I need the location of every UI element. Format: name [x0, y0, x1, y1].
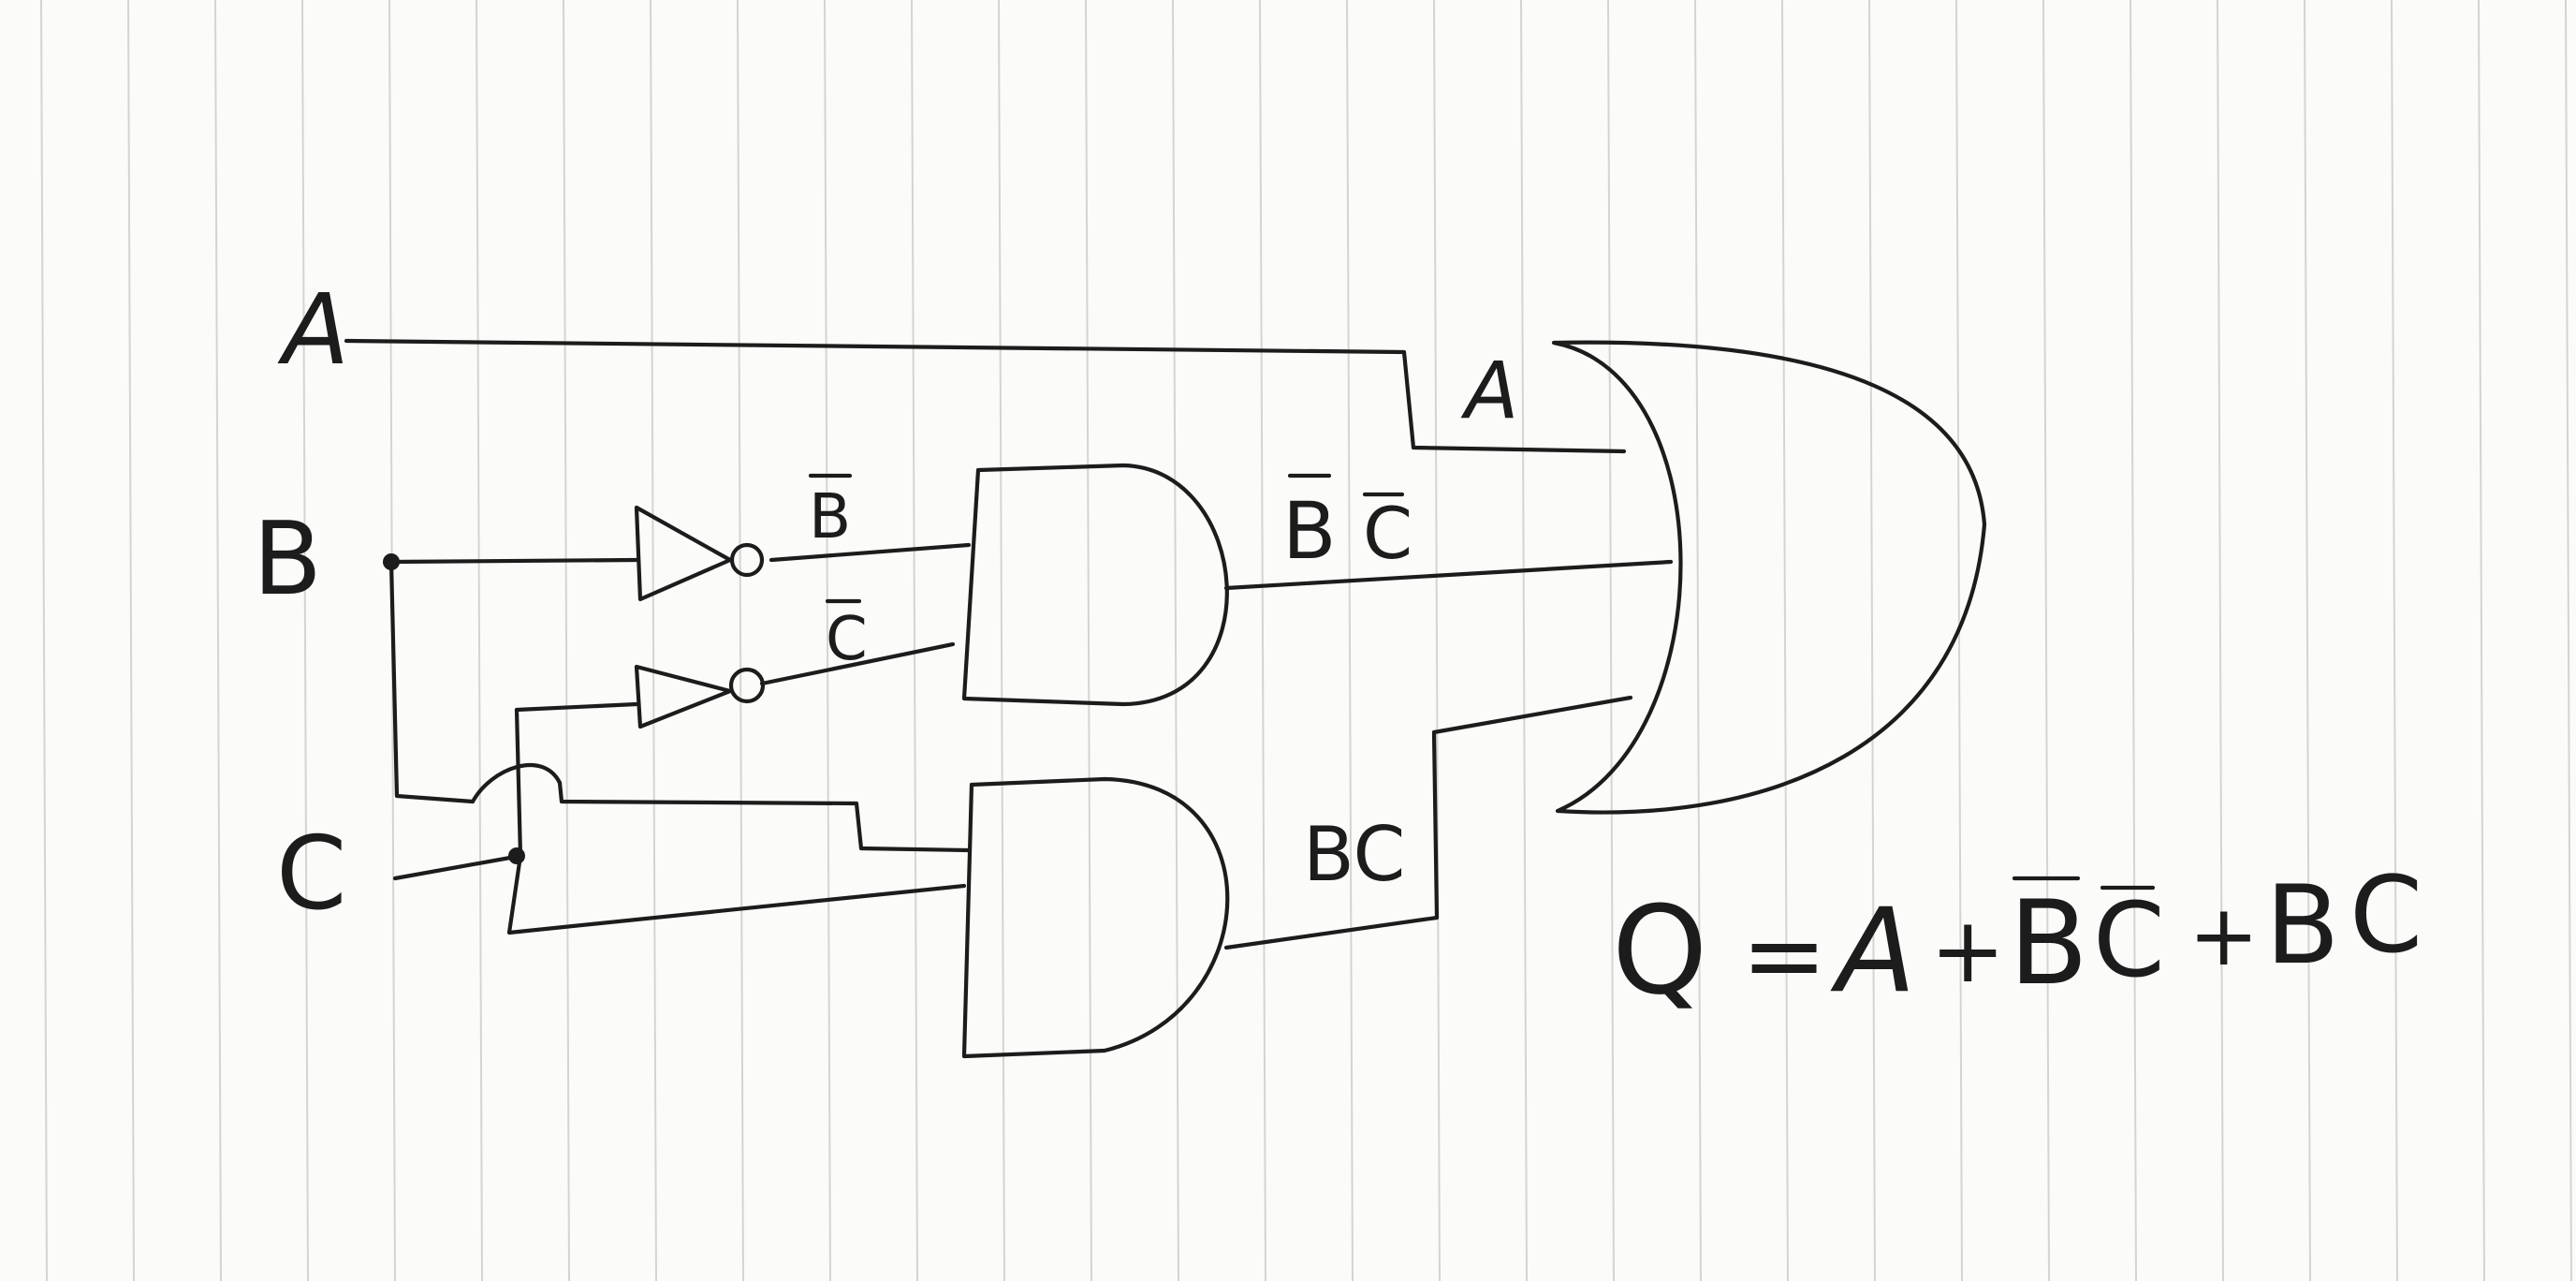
- ruled-line: [2130, 0, 2137, 1281]
- or-gate: [1551, 340, 1987, 815]
- ruled-line: [563, 0, 570, 1281]
- ruled-line: [2042, 0, 2050, 1281]
- wire-b-down-to-junction: [388, 559, 476, 804]
- wire-not-c-to-and1: [759, 641, 956, 686]
- ruled-line: [1433, 0, 1441, 1281]
- wire-not-b-to-and1: [768, 542, 972, 563]
- wire-c-up-to-not-c: [514, 701, 639, 859]
- ruled-line: [1346, 0, 1354, 1281]
- eq-equals: =: [1741, 895, 1827, 1015]
- not-gate-b: [634, 505, 765, 602]
- ruled-line: [1694, 0, 1702, 1281]
- input-labels: A B C: [253, 272, 349, 933]
- not-gate-c: [634, 664, 766, 729]
- and-gate-1: [961, 463, 1229, 707]
- ruled-line: [1781, 0, 1789, 1281]
- ruled-lines: [40, 0, 2572, 1281]
- eq-plus2: +: [2188, 887, 2259, 985]
- ruled-line: [301, 0, 309, 1281]
- gates: [634, 340, 1987, 1059]
- input-a-label: A: [277, 272, 349, 387]
- ruled-line: [1085, 0, 1092, 1281]
- ruled-line: [911, 0, 918, 1281]
- eq-plus1: +: [1930, 898, 2005, 1003]
- wires: [344, 338, 1674, 950]
- wire-and2-to-or: [1223, 695, 1633, 950]
- eq-c: C: [2349, 855, 2422, 977]
- ruled-line: [2217, 0, 2224, 1281]
- ruled-line: [998, 0, 1005, 1281]
- input-b-dot: [383, 553, 400, 570]
- ruled-line: [650, 0, 657, 1281]
- label-and1-c: C: [1363, 492, 1412, 575]
- ruled-line: [824, 0, 831, 1281]
- ruled-line: [40, 0, 48, 1281]
- eq-b: B: [2265, 862, 2340, 989]
- output-equation: Q = A + B C + B C: [1612, 855, 2422, 1022]
- ruled-line: [214, 0, 222, 1281]
- wire-c-input: [392, 853, 523, 881]
- ruled-line: [2391, 0, 2398, 1281]
- ruled-line: [476, 0, 483, 1281]
- junction-dots: [383, 553, 525, 864]
- ruled-line: [127, 0, 135, 1281]
- ruled-line: [1955, 0, 1963, 1281]
- label-a-to-or: A: [1460, 345, 1518, 436]
- label-not-b: B: [809, 480, 851, 552]
- eq-c-bar: C: [2093, 880, 2165, 1000]
- ruled-line: [2565, 0, 2572, 1281]
- ruled-line: [1607, 0, 1615, 1281]
- wire-a-to-or: [344, 338, 1627, 454]
- ruled-line: [1520, 0, 1528, 1281]
- eq-b-bar: B: [2009, 876, 2088, 1011]
- ruled-line: [737, 0, 744, 1281]
- ruled-line: [1172, 0, 1179, 1281]
- wire-b-to-not-b: [388, 557, 639, 565]
- eq-q: Q: [1612, 879, 1707, 1022]
- label-and1-b: B: [1282, 485, 1337, 577]
- wire-and1-to-or: [1223, 559, 1674, 591]
- wire-b-to-and2: [557, 780, 972, 853]
- wire-hop-over-c: [470, 763, 563, 804]
- label-and2-out: BC: [1303, 811, 1405, 898]
- wire-c-down-to-and2: [506, 853, 967, 935]
- ruled-line: [1868, 0, 1876, 1281]
- ruled-line: [1259, 0, 1266, 1281]
- signal-labels: A B C B C BC: [808, 345, 1518, 898]
- input-b-label: B: [253, 501, 322, 618]
- and-gate-2: [961, 776, 1230, 1059]
- eq-a: A: [1830, 884, 1916, 1019]
- ruled-line: [2304, 0, 2311, 1281]
- input-c-dot: [508, 847, 525, 864]
- label-not-c: C: [826, 605, 868, 674]
- input-c-label: C: [276, 816, 346, 933]
- ruled-line: [2478, 0, 2485, 1281]
